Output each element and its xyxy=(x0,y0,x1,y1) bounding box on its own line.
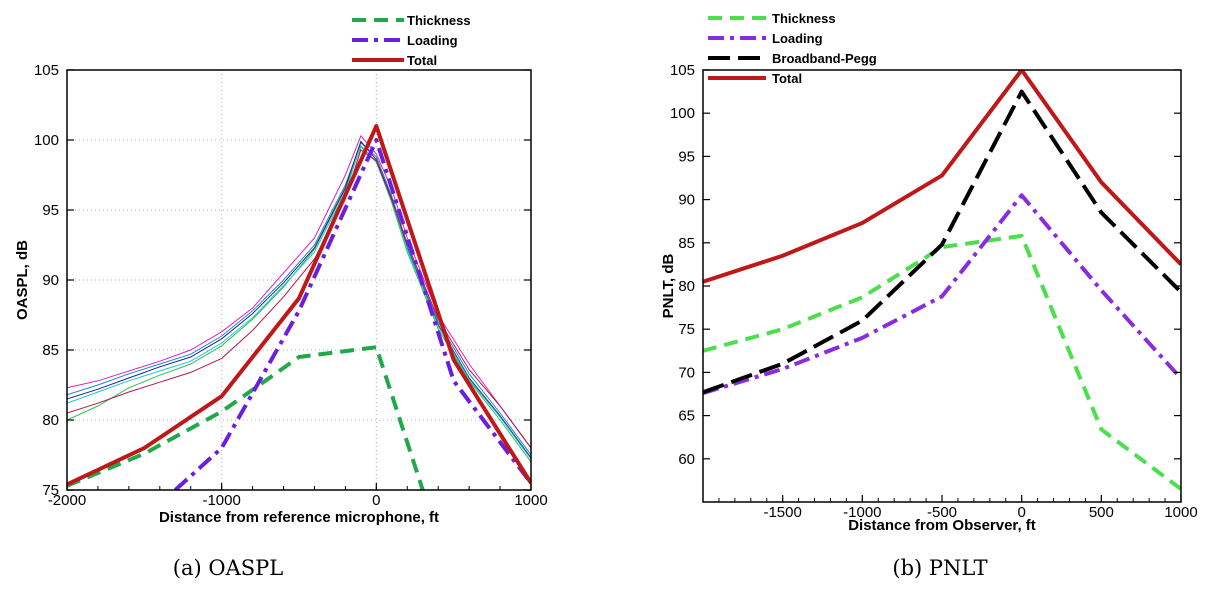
legend-label: Thickness xyxy=(772,11,836,26)
y-tick-label: 105 xyxy=(34,62,59,79)
series-line-broadband-pegg xyxy=(703,89,1181,395)
y-tick-label: 65 xyxy=(678,408,695,425)
y-tick-label: 100 xyxy=(34,132,59,149)
plot-area xyxy=(703,70,1181,491)
legend-label: Loading xyxy=(407,33,458,48)
chart-oaspl: 75 80 85 90 95 100 105 -2000 -1000 0 1000 Distance … xyxy=(14,13,548,526)
legend-label: Thickness xyxy=(407,13,471,28)
y-tick-label: 100 xyxy=(670,105,695,122)
x-tick-label: 500 xyxy=(1089,504,1114,521)
y-axis-label: OASPL, dB xyxy=(14,240,31,320)
x-tick-label: -1000 xyxy=(202,492,240,509)
x-tick-label: 0 xyxy=(1017,504,1025,521)
y-tick-label: 70 xyxy=(678,364,695,381)
y-tick-label: 80 xyxy=(678,278,695,295)
y-tick-label: 105 xyxy=(670,62,695,79)
series-line-thickness xyxy=(703,233,1181,491)
x-tick-label: -1000 xyxy=(843,504,881,521)
x-tick-label: 1000 xyxy=(1164,504,1197,521)
x-axis-label: Distance from Observer, ft xyxy=(848,517,1036,534)
x-tick-label: -2000 xyxy=(48,492,86,509)
legend-label: Broadband-Pegg xyxy=(772,51,877,66)
legend-label: Total xyxy=(407,53,437,68)
series-line-thickness xyxy=(67,345,425,490)
chart-pnlt: 60 65 70 75 80 85 90 95 100 105 -1500 -1000 -500 0 500… xyxy=(660,11,1198,534)
x-tick-label: -1500 xyxy=(763,504,801,521)
x-axis-label: Distance from reference microphone, ft xyxy=(159,509,439,526)
y-tick-label: 85 xyxy=(678,235,695,252)
y-tick-label: 75 xyxy=(678,321,695,338)
x-tick-label: -500 xyxy=(927,504,957,521)
series-line-loading xyxy=(173,138,531,490)
legend-label: Total xyxy=(772,71,802,86)
y-tick-label: 90 xyxy=(42,272,59,289)
y-tick-label: 85 xyxy=(42,342,59,359)
y-tick-label: 60 xyxy=(678,451,695,468)
legend: Thickness Loading Total xyxy=(352,13,471,68)
series-line-total xyxy=(67,124,531,487)
x-tick-label: 0 xyxy=(372,492,380,509)
y-tick-label: 90 xyxy=(678,192,695,209)
series-line-total xyxy=(703,70,1181,284)
x-tick-label: 1000 xyxy=(514,492,547,509)
caption-b: (b) PNLT xyxy=(892,556,987,580)
measured-line-5 xyxy=(67,144,531,460)
legend: Thickness Loading Broadband-Pegg Total xyxy=(708,11,877,86)
series-line-loading xyxy=(703,193,1181,396)
y-tick-label: 95 xyxy=(42,202,59,219)
measured-line-3 xyxy=(67,146,531,463)
legend-label: Loading xyxy=(772,31,823,46)
y-tick-label: 95 xyxy=(678,148,695,165)
plot-area xyxy=(67,124,531,490)
y-tick-label: 80 xyxy=(42,412,59,429)
y-tick-label: 75 xyxy=(42,482,59,499)
y-axis-label: PNLT, dB xyxy=(660,253,677,318)
caption-a: (a) OASPL xyxy=(173,556,283,580)
measured-line-1 xyxy=(67,134,531,449)
